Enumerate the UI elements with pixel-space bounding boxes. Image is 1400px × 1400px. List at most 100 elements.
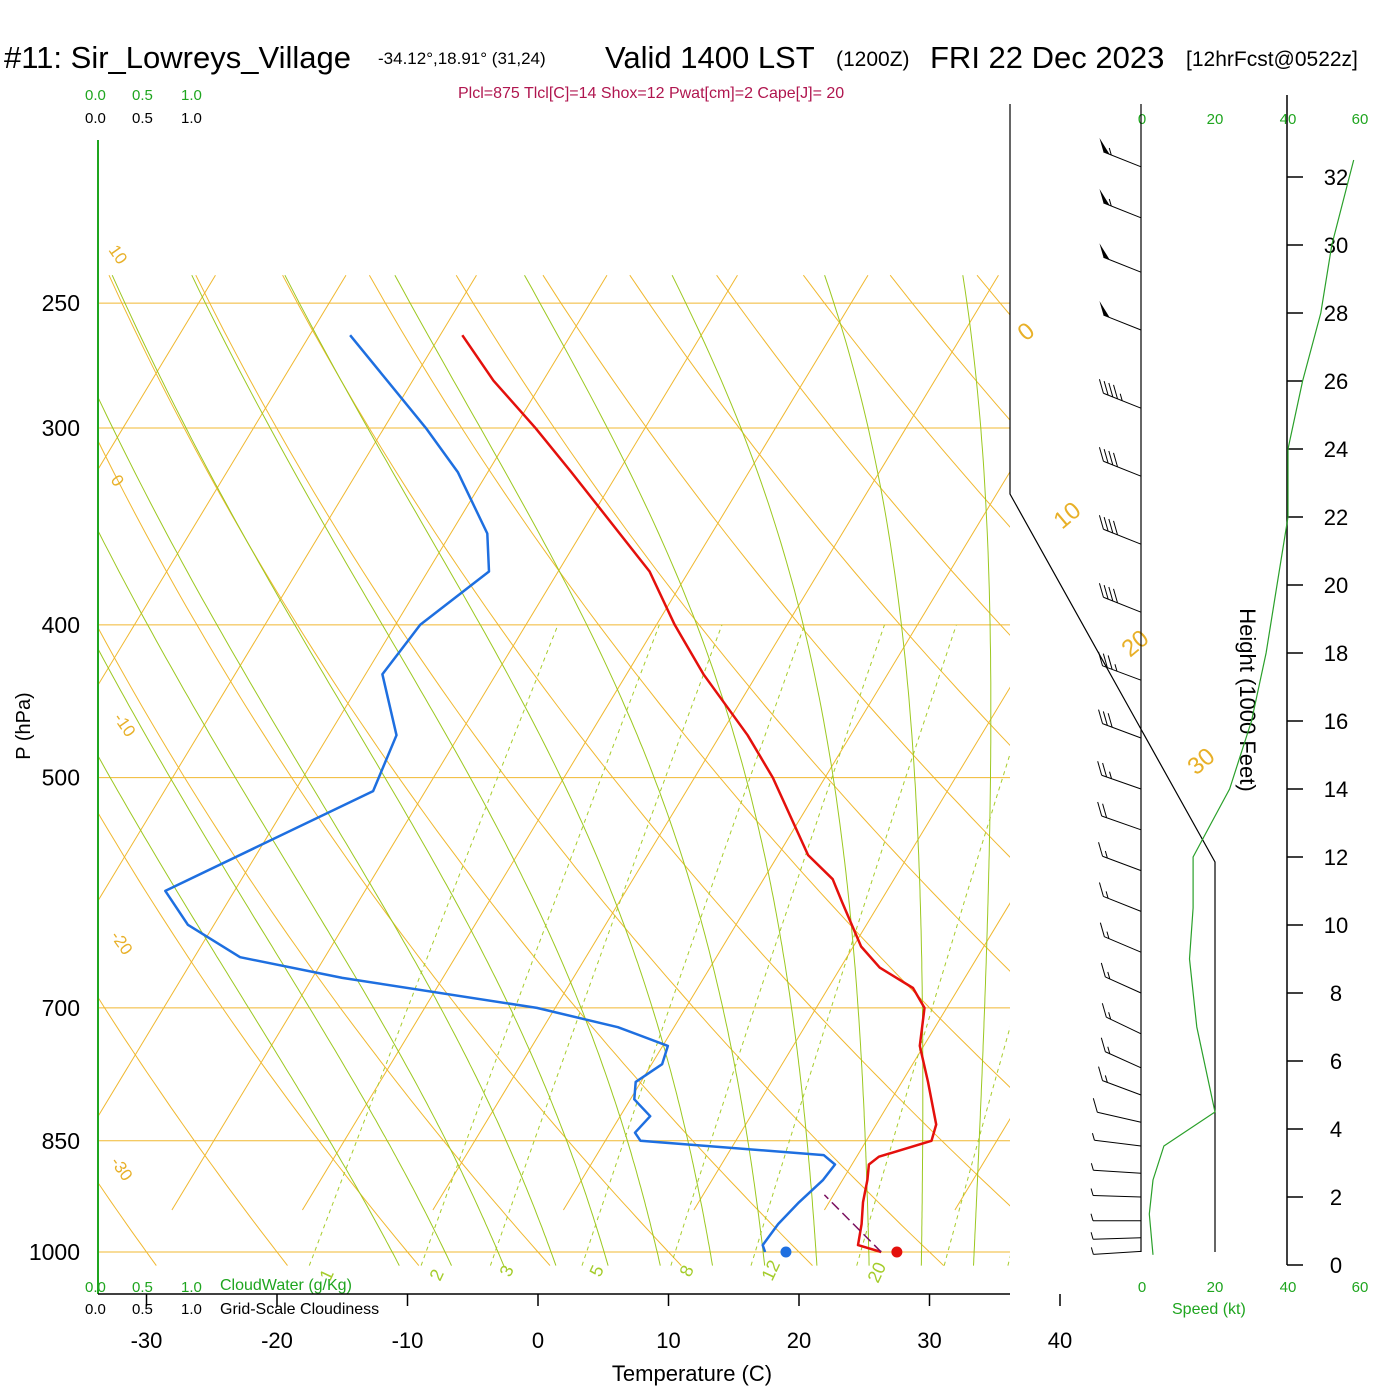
dry-adiabat-line (0, 275, 25, 1265)
wind-barb-feather (1100, 1037, 1106, 1052)
isobar-lines (98, 302, 1010, 1253)
wind-barb-flag (1099, 137, 1110, 155)
wind-barb-feather (1101, 1003, 1107, 1018)
wind-barb-feather (1098, 1066, 1104, 1081)
wind-barb (1099, 188, 1142, 219)
cloudwater-tick-2-bottom: 1.0 (181, 1279, 202, 1296)
surface-temperature-dot (891, 1246, 903, 1258)
height-tick-label: 18 (1324, 641, 1348, 666)
height-tick-label: 28 (1324, 301, 1348, 326)
wind-barb-staff (1103, 895, 1142, 912)
wind-barb-half-feather (1090, 1247, 1094, 1255)
cloudwater-tick-2-top: 1.0 (181, 87, 202, 104)
wind-barb-staff (1106, 1016, 1142, 1035)
wind-barb-flag (1099, 301, 1110, 318)
speed-tick-40-bottom: 40 (1280, 1279, 1297, 1296)
wind-barb-half-feather (1090, 1232, 1094, 1240)
mixing-ratio-line (750, 624, 957, 1266)
wind-barb-feather (1107, 713, 1113, 728)
wind-barb-staff (1103, 151, 1142, 168)
surface-markers (780, 1246, 903, 1258)
wind-barb-half-feather (1106, 931, 1110, 939)
wind-barb-feather (1100, 962, 1106, 978)
height-tick-label: 24 (1324, 437, 1348, 462)
isotherm-line (98, 274, 477, 902)
wind-barb-staff (1101, 774, 1142, 790)
dry-adiabat-line (803, 274, 1010, 528)
isotherm-line (171, 274, 738, 1211)
wind-barb (1090, 1213, 1141, 1222)
isotherm-label: 30 (1183, 743, 1221, 781)
speed-axis-label: Speed (kt) (1172, 1301, 1246, 1318)
temperature-profile (461, 334, 938, 1254)
cloudiness-tick-2-top: 1.0 (181, 110, 202, 127)
wind-barb-half-feather (1108, 198, 1112, 207)
wind-barb-staff (1102, 723, 1142, 739)
dry-adiabat-line (629, 274, 1010, 747)
wind-barb-feather (1098, 842, 1104, 857)
wind-barb (1091, 1133, 1142, 1147)
wind-barb-staff (1093, 1195, 1142, 1198)
isotherm-lines (0, 274, 1400, 1266)
wind-barb-staff (1093, 1169, 1142, 1174)
wind-barb-feather (1113, 520, 1119, 535)
wind-barb-half-feather (1104, 850, 1108, 859)
forecast-label: [12hrFcst@0522z] (1186, 48, 1358, 71)
wind-barb-feather (1097, 801, 1103, 817)
dry-adiabat-line (98, 996, 288, 1266)
wind-barb-feather (1097, 761, 1103, 776)
wind-barb-feather (1108, 450, 1114, 466)
height-tick-label: 26 (1324, 369, 1348, 394)
wind-barb-feather (1099, 922, 1105, 937)
right-frame-line (1009, 104, 1216, 1252)
wind-barb (1101, 1003, 1142, 1035)
wind-barb-staff (1102, 1080, 1142, 1096)
mixing-ratio-line (489, 624, 723, 1266)
wind-barb (1098, 583, 1142, 613)
height-tick-label: 8 (1330, 981, 1342, 1006)
isotherm-line (98, 274, 608, 1118)
wind-barb (1098, 842, 1142, 872)
cloudiness-tick-0-top: 0.0 (85, 110, 106, 127)
moist-adiabat-line (284, 274, 713, 1266)
moist-adiabat-line (191, 274, 661, 1266)
pressure-tick-labels: 250 300 400 500 700 850 1000 (29, 290, 80, 1265)
wind-barb-feather (1102, 711, 1108, 726)
mixing-ratio-label: 2 (425, 1266, 447, 1284)
mixing-ratio-label: 20 (863, 1259, 890, 1286)
surface-dewpoint-dot (780, 1246, 792, 1258)
wind-barb-feather (1113, 452, 1119, 467)
wind-barb-staff (1103, 596, 1142, 613)
speed-tick-60-top: 60 (1352, 111, 1369, 128)
wind-barb (1098, 379, 1142, 409)
cloudiness-tick-1-top: 0.5 (132, 110, 153, 127)
wind-barb-staff (1105, 976, 1142, 994)
dry-adiabat-line (1151, 275, 1400, 1265)
dry-adiabat-line (195, 274, 945, 1266)
wind-barb-half-feather (1090, 1188, 1094, 1196)
mixing-ratio-label: 5 (585, 1262, 607, 1280)
height-tick-label: 10 (1324, 913, 1348, 938)
height-tick-label: 12 (1324, 845, 1348, 870)
height-tick-label: 14 (1324, 777, 1348, 802)
wind-barb-feather (1098, 447, 1104, 462)
mixing-ratio-lines (308, 624, 1010, 1266)
wind-barb (1090, 1163, 1142, 1174)
station-title: #11: Sir_Lowreys_Village (4, 40, 351, 75)
wind-barb (1099, 137, 1142, 168)
moist-adiabat-line (98, 529, 505, 1266)
wind-barb-half-feather (1108, 1012, 1112, 1020)
cloudwater-tick-0-bottom: 0.0 (85, 1279, 106, 1296)
wind-barbs (1090, 137, 1142, 1255)
wind-barb-staff (1097, 1111, 1142, 1123)
pressure-tick-label: 700 (42, 995, 80, 1021)
wind-barb-staff (1103, 256, 1142, 273)
wind-barb-feather (1098, 379, 1104, 394)
wind-barb (1098, 515, 1142, 545)
moist-adiabat-line (524, 274, 818, 1266)
moist-adiabat-line (962, 275, 992, 1266)
mixing-ratio-label: 8 (675, 1262, 697, 1280)
mixing-ratio-label: 12 (757, 1257, 784, 1284)
wind-barb-half-feather (1108, 147, 1112, 156)
dry-adiabat-line (98, 626, 551, 1266)
